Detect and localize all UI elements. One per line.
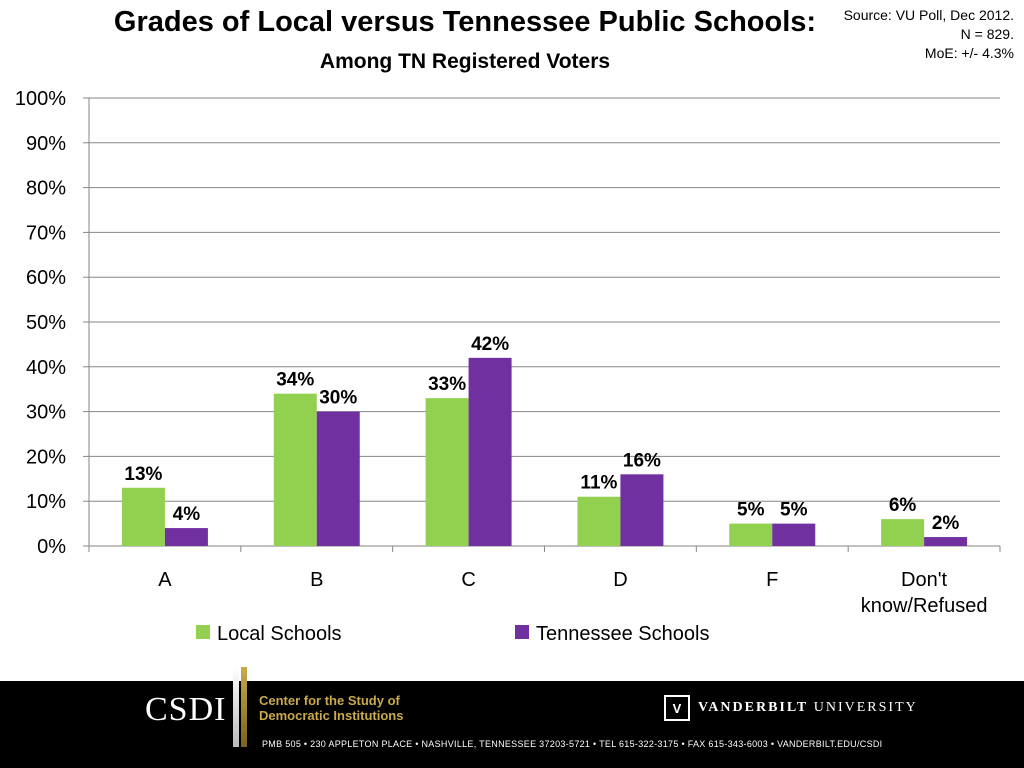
- data-label: 34%: [276, 370, 314, 391]
- vanderbilt-logo: V VANDERBILT UNIVERSITY: [664, 695, 918, 721]
- sample-size-line: N = 829.: [960, 26, 1014, 42]
- y-tick-label: 20%: [26, 446, 66, 468]
- y-tick-label: 50%: [26, 312, 66, 334]
- legend-swatch: [515, 625, 529, 639]
- data-label: 30%: [319, 388, 357, 409]
- data-label: 11%: [580, 473, 617, 494]
- data-label: 2%: [932, 513, 960, 534]
- x-tick-label: A: [158, 569, 172, 591]
- bar-tennessee: [468, 357, 512, 546]
- logo-divider-bar-gold: [241, 667, 247, 747]
- legend-label: Tennessee Schools: [536, 623, 709, 645]
- bar-local: [881, 519, 925, 546]
- data-label: 4%: [173, 504, 201, 525]
- center-name: Center for the Study of Democratic Insti…: [259, 693, 403, 723]
- bar-tennessee: [316, 411, 360, 546]
- bar-tennessee: [620, 474, 664, 546]
- center-name-line: Democratic Institutions: [259, 708, 404, 723]
- bar-local: [121, 487, 165, 546]
- x-tick-label: D: [613, 569, 627, 591]
- vanderbilt-wordmark-rest: UNIVERSITY: [808, 700, 918, 715]
- x-tick-label: know/Refused: [861, 595, 988, 617]
- data-label: 42%: [471, 334, 509, 355]
- legend-label: Local Schools: [217, 623, 342, 645]
- y-tick-label: 0%: [37, 536, 66, 558]
- bar-local: [729, 523, 773, 546]
- footer-banner: CSDI Center for the Study of Democratic …: [0, 667, 1024, 768]
- csdi-logo: CSDI: [145, 691, 227, 728]
- x-tick-label: C: [461, 569, 475, 591]
- bar-tennessee: [772, 523, 816, 546]
- address-line: PMB 505 • 230 APPLETON PLACE • NASHVILLE…: [262, 739, 883, 749]
- y-tick-label: 60%: [26, 267, 66, 289]
- y-tick-label: 80%: [26, 178, 66, 200]
- page-title: Grades of Local versus Tennessee Public …: [113, 6, 817, 38]
- vanderbilt-wordmark-bold: VANDERBILT: [698, 700, 809, 715]
- page-subtitle: Among TN Registered Voters: [319, 50, 611, 73]
- source-note: Source: VU Poll, Dec 2012. N = 829. MoE:…: [844, 6, 1014, 63]
- margin-of-error-line: MoE: +/- 4.3%: [924, 45, 1014, 61]
- y-tick-label: 30%: [26, 402, 66, 424]
- logo-divider-bar: [233, 667, 239, 747]
- center-name-line: Center for the Study of: [259, 693, 400, 708]
- x-tick-label: F: [766, 569, 778, 591]
- vanderbilt-wordmark: VANDERBILT UNIVERSITY: [698, 700, 918, 716]
- y-tick-label: 10%: [26, 491, 66, 513]
- data-label: 5%: [780, 500, 808, 521]
- x-tick-label: Don't: [901, 569, 948, 591]
- bar-local: [273, 393, 317, 546]
- vanderbilt-shield-icon: V: [664, 695, 690, 721]
- data-label: 13%: [124, 464, 162, 485]
- x-tick-label: B: [310, 569, 323, 591]
- data-label: 6%: [889, 495, 917, 516]
- legend-swatch: [196, 625, 210, 639]
- bar-tennessee: [924, 537, 968, 546]
- bar-chart: 0% 10% 20% 30% 40% 50% 60% 70% 80% 90% 100% 13% 4% A 3…: [15, 88, 1001, 645]
- y-tick-label: 70%: [26, 222, 66, 244]
- data-label: 33%: [428, 374, 466, 395]
- bar-tennessee: [164, 528, 208, 546]
- data-label: 5%: [737, 500, 765, 521]
- data-label: 16%: [623, 450, 661, 471]
- y-tick-label: 90%: [26, 133, 66, 155]
- y-tick-label: 40%: [26, 357, 66, 379]
- bar-local: [425, 398, 469, 546]
- bar-local: [577, 496, 621, 546]
- y-tick-label: 100%: [15, 88, 66, 110]
- source-line: Source: VU Poll, Dec 2012.: [843, 7, 1014, 23]
